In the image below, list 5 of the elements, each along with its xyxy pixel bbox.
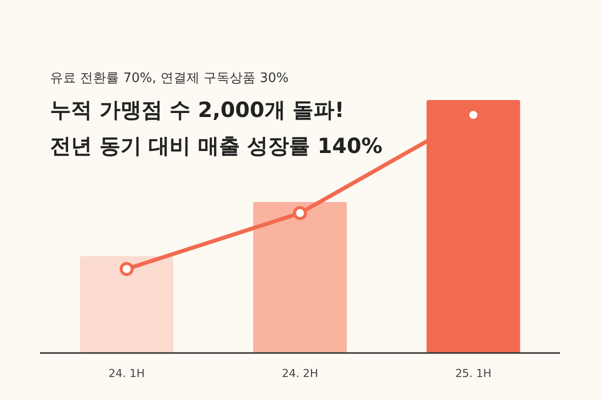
x-tick-label: 24. 1H <box>108 367 145 380</box>
text: 누적 가맹점 수 2,000개 돌파! 전년 동기 대비 매출 성장률 140% <box>50 98 382 158</box>
x-tick-label: 25. 1H <box>455 367 492 380</box>
x-tick-label: 24. 2H <box>282 367 318 380</box>
chart-subtitle: 유료 전환률 70%, 연결제 구독상품 30% <box>50 71 289 86</box>
